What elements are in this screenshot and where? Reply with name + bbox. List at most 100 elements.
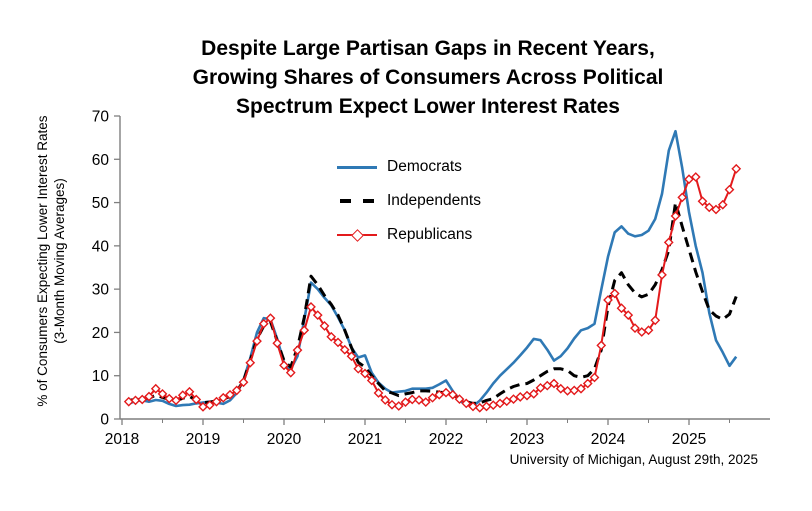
marker-republicans (596, 340, 607, 351)
marker-republicans (731, 163, 742, 174)
marker-republicans (137, 394, 148, 405)
marker-republicans (312, 310, 323, 321)
marker-republicans (157, 389, 168, 399)
marker-republicans (191, 394, 202, 405)
marker-republicans (333, 337, 343, 348)
marker-republicans (474, 402, 485, 413)
marker-republicans (265, 313, 276, 324)
marker-republicans (690, 172, 701, 182)
x-tick-label-2021: 2021 (348, 431, 382, 448)
marker-republicans (252, 336, 262, 346)
chart-title-line-1: Despite Large Partisan Gaps in Recent Ye… (201, 37, 655, 60)
marker-republicans (616, 303, 627, 314)
marker-republicans (346, 351, 357, 362)
x-tick-label-2019: 2019 (186, 431, 220, 448)
marker-republicans (339, 344, 350, 355)
marker-republicans (603, 295, 613, 305)
marker-republicans (231, 385, 242, 396)
series-line-democrats (128, 129, 738, 408)
marker-republicans (292, 345, 303, 356)
marker-republicans (663, 237, 674, 248)
marker-republicans (299, 325, 310, 336)
y-tick-label-50: 50 (92, 195, 110, 212)
marker-republicans (542, 380, 553, 391)
legend-item-republicans: Republicans (337, 218, 481, 252)
marker-republicans (204, 400, 215, 411)
marker-republicans (393, 401, 404, 411)
marker-republicans (576, 383, 586, 394)
marker-republicans (468, 401, 478, 412)
marker-republicans (218, 392, 229, 403)
republicans-line-sample (337, 228, 377, 242)
marker-republicans (569, 385, 580, 396)
x-tick-label-2020: 2020 (267, 431, 302, 448)
marker-republicans (238, 377, 249, 388)
marker-republicans (717, 199, 728, 210)
marker-republicans (684, 174, 694, 185)
marker-republicans (225, 389, 235, 400)
y-tick-label-30: 30 (92, 282, 110, 299)
marker-republicans (420, 397, 431, 408)
marker-republicans (366, 375, 377, 386)
source-attribution: University of Michigan, August 29th, 202… (509, 452, 758, 467)
marker-republicans (373, 388, 384, 398)
marker-republicans (535, 382, 546, 393)
marker-republicans (677, 192, 688, 203)
marker-republicans (522, 390, 532, 401)
marker-republicans (177, 390, 188, 401)
marker-republicans (326, 331, 337, 342)
y-tick-label-10: 10 (92, 368, 110, 385)
x-tick-label-2024: 2024 (591, 431, 626, 448)
marker-republicans (184, 386, 195, 397)
marker-republicans (711, 204, 721, 215)
marker-republicans (636, 327, 647, 337)
marker-republicans (150, 383, 161, 394)
marker-republicans (724, 184, 735, 195)
marker-republicans (144, 391, 154, 402)
marker-republicans (353, 363, 364, 374)
legend-item-independents: Independents (337, 184, 481, 218)
y-tick-label-40: 40 (92, 238, 110, 255)
chart-title: Despite Large Partisan Gaps in Recent Ye… (70, 34, 786, 121)
marker-republicans (171, 395, 181, 406)
marker-republicans (427, 392, 438, 403)
marker-republicans (407, 394, 418, 405)
marker-republicans (643, 325, 654, 336)
x-tick-label-2022: 2022 (429, 431, 463, 448)
marker-republicans (380, 395, 391, 405)
marker-republicans (495, 398, 505, 409)
marker-republicans (670, 211, 681, 221)
marker-republicans (555, 383, 566, 394)
marker-republicans (697, 196, 708, 207)
marker-republicans (400, 397, 411, 408)
marker-republicans (434, 389, 445, 400)
marker-republicans (461, 398, 472, 409)
marker-republicans (306, 302, 316, 312)
legend-label-republicans: Republicans (387, 226, 473, 243)
marker-republicans (279, 360, 289, 371)
marker-republicans (623, 310, 634, 321)
x-tick-label-2023: 2023 (510, 431, 544, 448)
marker-republicans (387, 399, 397, 410)
marker-republicans (258, 318, 269, 329)
x-tick-label-2018: 2018 (105, 431, 139, 448)
marker-republicans (414, 395, 424, 405)
x-tick-label-2025: 2025 (672, 431, 706, 448)
marker-republicans (549, 378, 559, 389)
y-tick-label-60: 60 (92, 152, 110, 169)
marker-republicans (630, 323, 640, 333)
marker-republicans (447, 389, 458, 400)
marker-republicans (211, 396, 222, 407)
marker-republicans (508, 394, 519, 404)
legend-label-democrats: Democrats (387, 158, 462, 175)
y-tick-label-20: 20 (92, 325, 110, 342)
chart-title-line-2: Growing Shares of Consumers Across Polit… (192, 66, 664, 89)
marker-republicans (481, 401, 492, 412)
marker-republicans (454, 394, 465, 404)
marker-republicans (650, 315, 661, 326)
marker-republicans (704, 202, 715, 213)
independents-line-sample (337, 199, 377, 203)
marker-republicans (562, 385, 573, 396)
